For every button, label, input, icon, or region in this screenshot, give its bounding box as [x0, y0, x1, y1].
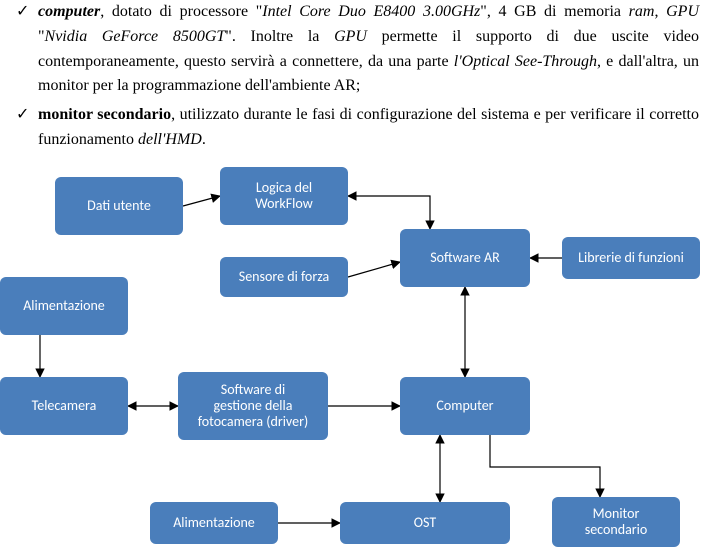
node-tele: Telecamera	[0, 377, 128, 435]
edge-logica-swar	[348, 196, 430, 229]
edge-comp-mon	[490, 435, 600, 497]
bullet-computer: computer, dotato di processore "Intel Co…	[38, 0, 699, 99]
node-ost: OST	[340, 502, 510, 544]
edge-sensore-swar	[348, 262, 400, 277]
node-driver: Software digestione dellafotocamera (dri…	[178, 372, 328, 440]
bullet-monitor: monitor secondario, utilizzato durante l…	[38, 103, 699, 153]
architecture-diagram: Dati utente Logica delWorkFlow Sensore di …	[0, 167, 707, 547]
bullet-list: computer, dotato di processore "Intel Co…	[0, 0, 707, 153]
node-mon: Monitorsecondario	[552, 497, 680, 547]
node-lib: Librerie di funzioni	[562, 237, 700, 279]
node-logica: Logica delWorkFlow	[220, 167, 348, 225]
node-sensore: Sensore di forza	[220, 257, 348, 297]
node-swar: Software AR	[400, 229, 530, 287]
node-dati: Dati utente	[55, 177, 183, 235]
edge-dati-logica	[183, 196, 220, 206]
node-alim1: Alimentazione	[0, 277, 128, 335]
node-alim2: Alimentazione	[150, 502, 278, 544]
node-comp: Computer	[400, 377, 530, 435]
